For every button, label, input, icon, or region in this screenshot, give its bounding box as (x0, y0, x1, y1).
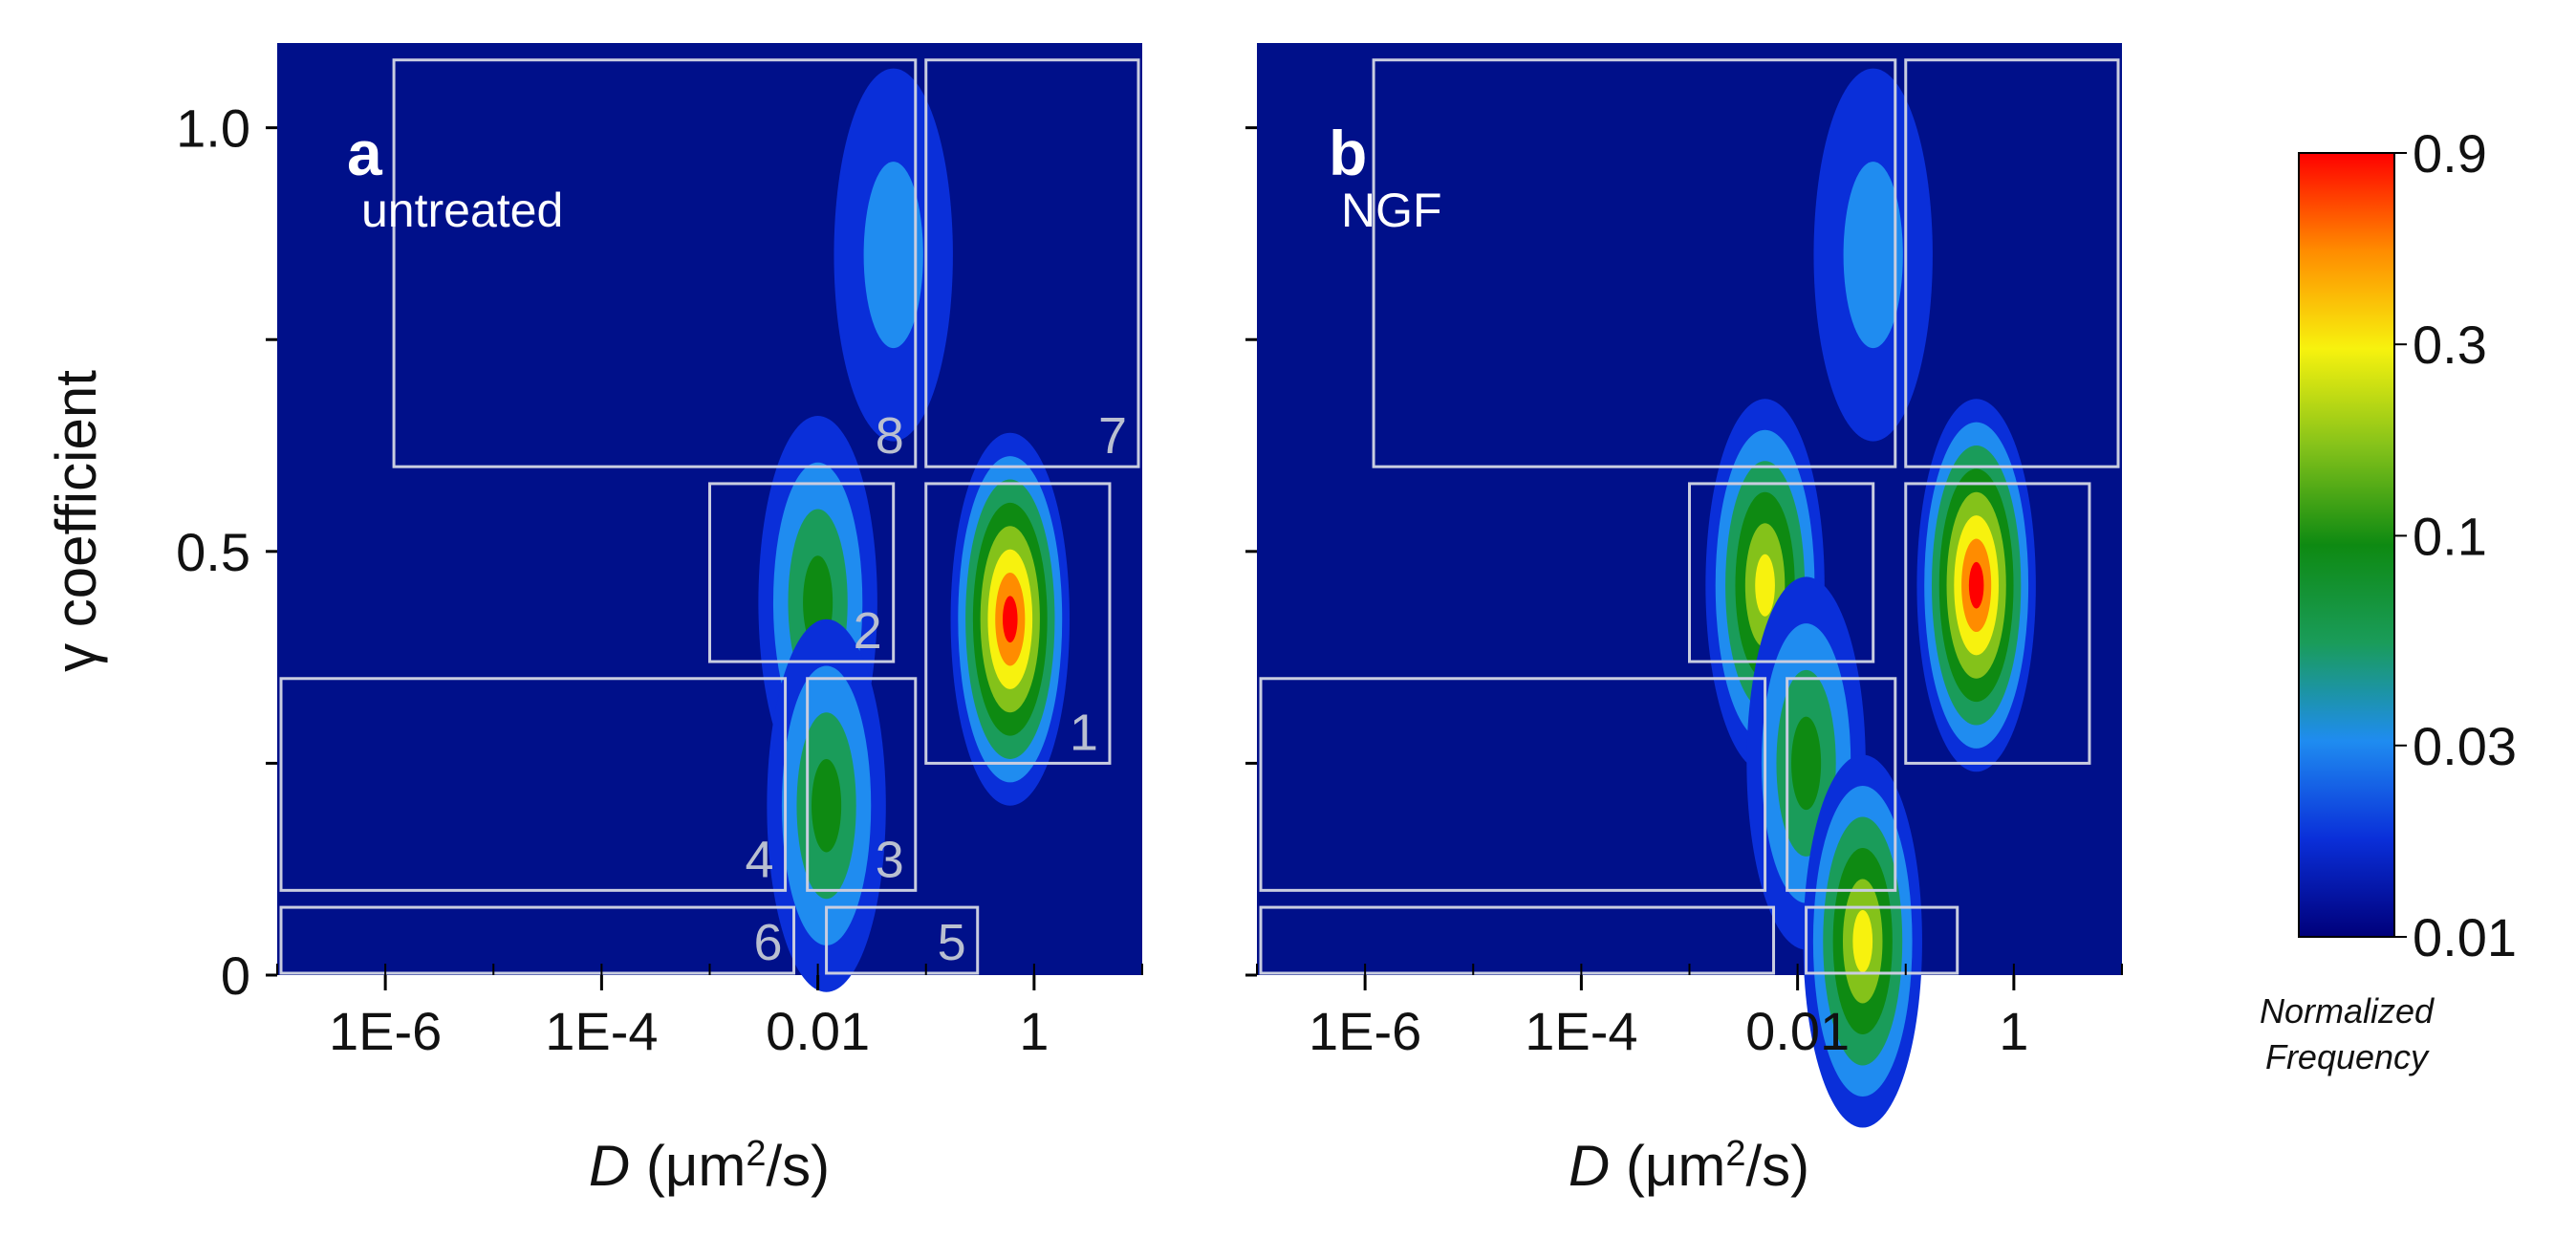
region-label: 4 (746, 831, 774, 888)
heatmap-a (758, 68, 1070, 992)
heatmap-contour (1843, 162, 1903, 349)
x-axis-b: 1E-6 1E-4 0.01 1 (1256, 964, 2123, 1061)
x-tick-label: 1E-6 (329, 1001, 442, 1061)
region-label: 5 (938, 914, 966, 971)
region-label: 1 (1070, 704, 1098, 761)
colorbar-tick-label: 0.1 (2413, 506, 2487, 566)
heatmap-contour (1755, 554, 1775, 617)
panel-condition-a: untreated (361, 184, 563, 237)
x-tick-label: 0.01 (1745, 1001, 1850, 1061)
x-axis-a: 1E-6 1E-4 0.01 1 (276, 964, 1143, 1061)
heatmap-hotspot (767, 619, 886, 992)
heatmap-contour (812, 758, 842, 853)
region-box (924, 58, 1140, 468)
heatmap-hotspot (833, 68, 953, 442)
region-box (1904, 58, 2120, 468)
x-tick-label: 1E-4 (545, 1001, 658, 1061)
region-box (708, 482, 896, 663)
colorbar-title-line2: Frequency (2265, 1037, 2430, 1076)
regions-a: 1 2 3 4 5 6 7 8 (279, 58, 1140, 975)
heatmap-hotspot (1916, 399, 2036, 772)
region-box (279, 905, 796, 975)
heatmap-hotspot (950, 432, 1070, 806)
region-box (1259, 677, 1767, 892)
region-box (1259, 905, 1776, 975)
heatmap-hotspot (1813, 68, 1933, 442)
heatmap-contour (1852, 910, 1873, 973)
region-box (1372, 58, 1897, 468)
heatmap-contour (863, 162, 923, 349)
colorbar-tick-label: 0.01 (2413, 907, 2517, 967)
panel-letter-a: a (347, 118, 383, 188)
region-box (1805, 905, 1959, 975)
region-label: 8 (876, 407, 904, 465)
heatmap-hotspot (1803, 754, 1922, 1128)
region-box (924, 482, 1112, 765)
y-axis-title-a: γ coefficient (44, 370, 108, 672)
colorbar-title-line1: Normalized (2260, 991, 2435, 1031)
x-tick-label: 1 (1019, 1001, 1049, 1061)
colorbar-ticks: 0.01 0.03 0.1 0.3 0.9 (2394, 123, 2517, 967)
x-tick-label: 1E-4 (1525, 1001, 1637, 1061)
y-tick-label: 0.5 (176, 522, 250, 582)
region-box (1904, 482, 2091, 765)
region-label: 7 (1098, 407, 1127, 465)
x-axis-title-b: D (μm2/s) (1569, 1134, 1809, 1198)
heatmap-contour (1791, 716, 1822, 811)
region-box (1786, 677, 1897, 892)
heatmap-contour (1003, 596, 1018, 643)
regions-b (1259, 58, 2120, 975)
colorbar-tick-label: 0.03 (2413, 716, 2517, 776)
heatmap-contour (1968, 561, 1984, 609)
y-tick-label: 0 (221, 945, 250, 1006)
y-axis-a: 0 0.5 1.0 (176, 98, 277, 1006)
x-tick-label: 0.01 (766, 1001, 870, 1061)
region-label: 6 (753, 914, 782, 971)
colorbar-tick-label: 0.9 (2413, 123, 2487, 184)
x-axis-title-a: D (μm2/s) (589, 1134, 830, 1198)
colorbar-bar (2298, 152, 2395, 938)
colorbar: 0.01 0.03 0.1 0.3 0.9 Normalized Frequency (2260, 123, 2517, 1076)
panel-letter-b: b (1329, 118, 1367, 188)
y-tick-label: 1.0 (176, 98, 250, 159)
region-label: 2 (854, 602, 882, 660)
x-tick-label: 1 (1999, 1001, 2028, 1061)
region-label: 3 (876, 831, 904, 888)
x-tick-label: 1E-6 (1309, 1001, 1421, 1061)
region-box (806, 677, 918, 892)
panel-b: 1E-6 1E-4 0.01 1 b NGF D (μm2/s) (1245, 43, 2123, 1198)
panel-condition-b: NGF (1341, 184, 1442, 237)
region-box (279, 677, 788, 892)
region-box (392, 58, 918, 468)
region-box (1688, 482, 1875, 663)
colorbar-tick-label: 0.3 (2413, 315, 2487, 375)
region-box (825, 905, 980, 975)
y-axis-b (1245, 126, 1257, 977)
panel-a: 1 2 3 4 5 6 7 8 1E-6 1E-4 0.01 1 0 0.5 1.0 a untreat… (44, 43, 1143, 1198)
